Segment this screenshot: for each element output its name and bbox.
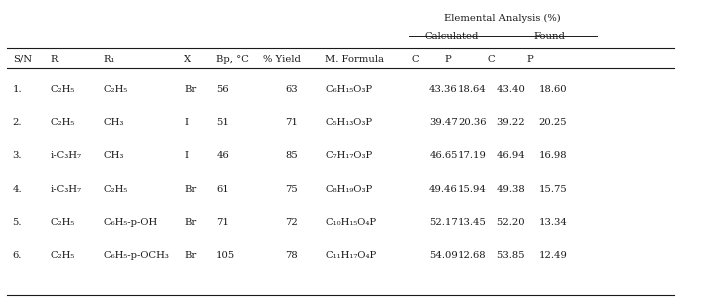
Text: Elemental Analysis (%): Elemental Analysis (%)	[444, 14, 561, 23]
Text: CH₃: CH₃	[104, 118, 124, 127]
Text: 43.36: 43.36	[429, 85, 458, 94]
Text: 1.: 1.	[13, 85, 22, 94]
Text: P: P	[444, 55, 451, 64]
Text: M. Formula: M. Formula	[325, 55, 384, 64]
Text: 46.94: 46.94	[496, 152, 525, 161]
Text: 61: 61	[216, 185, 229, 194]
Text: 43.40: 43.40	[496, 85, 525, 94]
Text: 46: 46	[216, 152, 229, 161]
Text: 71: 71	[286, 118, 298, 127]
Text: 13.45: 13.45	[458, 218, 486, 227]
Text: C: C	[488, 55, 495, 64]
Text: 52.17: 52.17	[429, 218, 458, 227]
Text: 18.60: 18.60	[538, 85, 567, 94]
Text: P: P	[526, 55, 534, 64]
Text: 2.: 2.	[13, 118, 22, 127]
Text: C₆H₅-p-OH: C₆H₅-p-OH	[104, 218, 158, 227]
Text: 39.47: 39.47	[429, 118, 458, 127]
Text: 63: 63	[286, 85, 298, 94]
Text: 17.19: 17.19	[458, 152, 486, 161]
Text: C₂H₅: C₂H₅	[104, 85, 128, 94]
Text: 49.46: 49.46	[429, 185, 458, 194]
Text: 105: 105	[216, 251, 235, 261]
Text: 4.: 4.	[13, 185, 22, 194]
Text: C₆H₅-p-OCH₃: C₆H₅-p-OCH₃	[104, 251, 170, 261]
Text: 15.75: 15.75	[538, 185, 567, 194]
Text: C₇H₁₇O₃P: C₇H₁₇O₃P	[325, 152, 372, 161]
Text: S/N: S/N	[13, 55, 32, 64]
Text: 78: 78	[286, 251, 298, 261]
Text: R: R	[51, 55, 58, 64]
Text: 39.22: 39.22	[496, 118, 525, 127]
Text: I: I	[184, 118, 188, 127]
Text: 85: 85	[286, 152, 298, 161]
Text: C₂H₅: C₂H₅	[51, 85, 75, 94]
Text: C₂H₅: C₂H₅	[104, 185, 128, 194]
Text: I: I	[184, 152, 188, 161]
Text: 53.85: 53.85	[496, 251, 525, 261]
Text: CH₃: CH₃	[104, 152, 124, 161]
Text: i-C₃H₇: i-C₃H₇	[51, 152, 81, 161]
Text: 72: 72	[286, 218, 298, 227]
Text: Calculated: Calculated	[425, 32, 479, 41]
Text: 52.20: 52.20	[496, 218, 525, 227]
Text: Br: Br	[184, 185, 196, 194]
Text: C₁₀H₁₅O₄P: C₁₀H₁₅O₄P	[325, 218, 376, 227]
Text: 49.38: 49.38	[496, 185, 525, 194]
Text: C₂H₅: C₂H₅	[51, 218, 75, 227]
Text: % Yield: % Yield	[263, 55, 301, 64]
Text: 46.65: 46.65	[429, 152, 458, 161]
Text: Br: Br	[184, 218, 196, 227]
Text: C₆H₁₅O₃P: C₆H₁₅O₃P	[325, 85, 372, 94]
Text: C₂H₅: C₂H₅	[51, 118, 75, 127]
Text: 20.36: 20.36	[458, 118, 486, 127]
Text: Br: Br	[184, 251, 196, 261]
Text: i-C₃H₇: i-C₃H₇	[51, 185, 81, 194]
Text: 5.: 5.	[13, 218, 22, 227]
Text: 6.: 6.	[13, 251, 22, 261]
Text: 12.68: 12.68	[458, 251, 486, 261]
Text: Found: Found	[534, 32, 566, 41]
Text: C₅H₁₃O₃P: C₅H₁₃O₃P	[325, 118, 372, 127]
Text: 71: 71	[216, 218, 229, 227]
Text: 16.98: 16.98	[538, 152, 567, 161]
Text: Bp, °C: Bp, °C	[216, 55, 249, 64]
Text: 51: 51	[216, 118, 229, 127]
Text: 18.64: 18.64	[458, 85, 486, 94]
Text: R₁: R₁	[104, 55, 115, 64]
Text: Br: Br	[184, 85, 196, 94]
Text: 13.34: 13.34	[538, 218, 567, 227]
Text: C₈H₁₉O₃P: C₈H₁₉O₃P	[325, 185, 372, 194]
Text: C₂H₅: C₂H₅	[51, 251, 75, 261]
Text: 12.49: 12.49	[538, 251, 567, 261]
Text: 20.25: 20.25	[538, 118, 567, 127]
Text: X: X	[184, 55, 191, 64]
Text: 75: 75	[286, 185, 298, 194]
Text: C: C	[412, 55, 419, 64]
Text: 3.: 3.	[13, 152, 22, 161]
Text: 56: 56	[216, 85, 229, 94]
Text: 54.09: 54.09	[429, 251, 458, 261]
Text: C₁₁H₁₇O₄P: C₁₁H₁₇O₄P	[325, 251, 376, 261]
Text: 15.94: 15.94	[458, 185, 486, 194]
